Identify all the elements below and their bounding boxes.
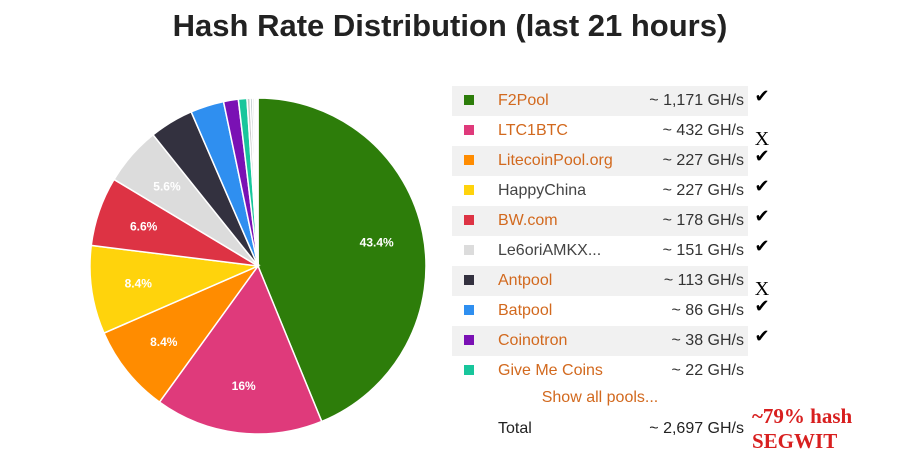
legend-swatch <box>464 335 474 345</box>
legend-row: Give Me Coins ~ 22 GH/s <box>452 356 748 386</box>
pie-label-5: 5.6% <box>153 179 181 193</box>
legend-row: Le6oriAMKX... ~ 151 GH/s <box>452 236 748 266</box>
legend-row: Coinotron ~ 38 GH/s <box>452 326 748 356</box>
legend-pool-name[interactable]: Coinotron <box>498 326 633 356</box>
legend-swatch <box>464 155 474 165</box>
x-mark-icon: X <box>754 278 770 300</box>
pie-slice-ltc1btc[interactable] <box>158 264 323 435</box>
legend-swatch <box>464 275 474 285</box>
legend-swatch <box>464 245 474 255</box>
legend-pool-name[interactable]: BW.com <box>498 206 633 236</box>
legend-row: LTC1BTC ~ 432 GH/s <box>452 116 748 146</box>
pie-slice-litecoinpool-org[interactable] <box>102 264 261 404</box>
legend-row: Batpool ~ 86 GH/s <box>452 296 748 326</box>
pie-label-2: 8.4% <box>150 335 178 349</box>
legend-pool-name[interactable]: LitecoinPool.org <box>498 146 633 176</box>
show-all-link[interactable]: Show all pools... <box>541 389 659 406</box>
checkmark-icon: ✔ <box>754 236 770 257</box>
legend-row: LitecoinPool.org ~ 227 GH/s <box>452 146 748 176</box>
legend-swatch <box>464 365 474 375</box>
legend-swatch <box>464 125 474 135</box>
pie-label-1: 16% <box>232 379 256 393</box>
legend-row: Antpool ~ 113 GH/s <box>452 266 748 296</box>
total-label: Total <box>498 420 532 437</box>
legend-swatch <box>464 305 474 315</box>
legend-swatch <box>464 185 474 195</box>
pie-label-0: 43.4% <box>360 236 394 250</box>
checkmark-icon: ✔ <box>754 176 770 197</box>
legend-row: HappyChina ~ 227 GH/s <box>452 176 748 206</box>
segwit-annotation: ~79% hash SEGWIT <box>752 404 852 454</box>
legend-hash-rate: ~ 113 GH/s <box>632 266 748 296</box>
checkmark-icon: ✔ <box>754 296 770 317</box>
checkmark-icon: ✔ <box>754 146 770 167</box>
legend-pool-name[interactable]: Batpool <box>498 302 553 319</box>
legend-hash-rate: ~ 432 GH/s <box>662 122 744 139</box>
legend-pool-name[interactable]: Give Me Coins <box>498 362 603 379</box>
total-value: ~ 2,697 GH/s <box>649 420 744 437</box>
legend-pool-name: Le6oriAMKX... <box>498 242 602 259</box>
pie-label-3: 8.4% <box>125 276 153 290</box>
pie-slice-other-6[interactable] <box>256 97 259 267</box>
pie-slice-happychina[interactable] <box>89 244 261 335</box>
legend-hash-rate: ~ 38 GH/s <box>632 326 748 356</box>
legend-hash-rate: ~ 227 GH/s <box>632 146 748 176</box>
legend-hash-rate: ~ 178 GH/s <box>632 206 748 236</box>
segwit-hash-text: ~79% hash <box>752 404 853 428</box>
legend-hash-rate: ~ 1,171 GH/s <box>632 86 748 116</box>
legend-pool-name[interactable]: LTC1BTC <box>498 122 568 139</box>
show-all-row: Show all pools... <box>452 386 748 410</box>
legend-row: BW.com ~ 178 GH/s <box>452 206 748 236</box>
checkmark-icon: ✔ <box>754 86 770 107</box>
legend-hash-rate: ~ 22 GH/s <box>671 362 744 379</box>
legend-hash-rate: ~ 227 GH/s <box>662 182 744 199</box>
legend-pool-name[interactable]: Antpool <box>498 266 633 296</box>
legend-swatch <box>464 215 474 225</box>
pie-label-4: 6.6% <box>130 220 158 234</box>
pie-chart: 43.4% 16% 8.4% 8.4% 6.6% 5.6% <box>89 97 427 435</box>
pie-slice-f2pool[interactable] <box>257 97 427 423</box>
checkmark-icon: ✔ <box>754 206 770 227</box>
checkmark-icon: ✔ <box>754 326 770 347</box>
legend-table: F2Pool ~ 1,171 GH/s LTC1BTC ~ 432 GH/s Litec… <box>452 86 748 448</box>
legend-pool-name[interactable]: F2Pool <box>498 86 633 116</box>
legend-hash-rate: ~ 86 GH/s <box>671 302 744 319</box>
x-mark-icon: X <box>754 128 770 150</box>
total-row: Total ~ 2,697 GH/s <box>452 410 748 448</box>
legend-hash-rate: ~ 151 GH/s <box>662 242 744 259</box>
segwit-label-text: SEGWIT <box>752 429 838 453</box>
legend-swatch <box>464 95 474 105</box>
legend-pool-name: HappyChina <box>498 182 587 199</box>
chart-title: Hash Rate Distribution (last 21 hours) <box>172 8 728 43</box>
legend-row: F2Pool ~ 1,171 GH/s <box>452 86 748 116</box>
